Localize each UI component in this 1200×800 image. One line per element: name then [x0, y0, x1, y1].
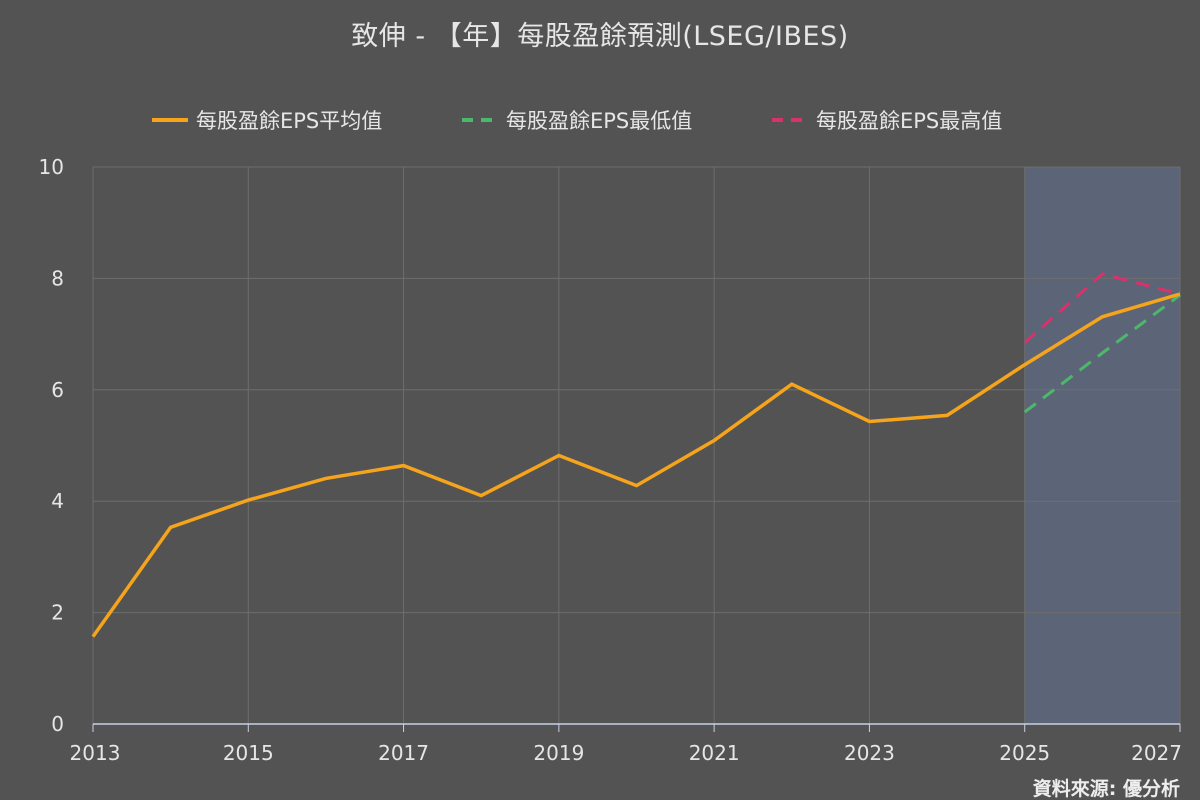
- y-tick-label: 2: [51, 601, 64, 625]
- data-point: [169, 526, 172, 529]
- y-tick-label: 8: [51, 266, 64, 290]
- data-point: [1023, 363, 1026, 366]
- data-point: [868, 420, 871, 423]
- data-point: [1101, 272, 1104, 275]
- x-tick-label: 2015: [223, 741, 274, 765]
- data-point: [1179, 292, 1182, 295]
- legend-item-min[interactable]: 每股盈餘EPS最低值: [462, 104, 692, 136]
- y-tick-label: 10: [39, 155, 64, 179]
- data-point: [92, 635, 95, 638]
- x-tick-label: 2013: [70, 741, 121, 765]
- data-point: [480, 494, 483, 497]
- x-tick-label: 2017: [378, 741, 429, 765]
- series-line-average: [91, 292, 1181, 638]
- legend-label-average: 每股盈餘EPS平均值: [196, 109, 383, 133]
- data-point: [1101, 315, 1104, 318]
- data-point: [1101, 352, 1104, 355]
- source-label: 資料來源: 優分析: [1032, 778, 1180, 800]
- y-tick-label: 0: [51, 712, 64, 736]
- x-tick-label: 2021: [689, 741, 740, 765]
- data-point: [402, 464, 405, 467]
- legend-item-max[interactable]: 每股盈餘EPS最高值: [772, 104, 1002, 136]
- series-line-min: [1023, 293, 1181, 414]
- y-tick-label: 4: [51, 489, 64, 513]
- data-point: [1023, 411, 1026, 414]
- legend-label-min: 每股盈餘EPS最低值: [506, 109, 693, 133]
- x-tick-label: 2023: [844, 741, 895, 765]
- legend-swatch-average: [152, 118, 188, 122]
- legend-swatch-max: [772, 118, 808, 122]
- data-point: [790, 383, 793, 386]
- x-tick-label: 2025: [999, 741, 1050, 765]
- x-tick-label: 2019: [533, 741, 584, 765]
- legend-swatch-min: [462, 118, 498, 122]
- data-point: [324, 477, 327, 480]
- legend-label-max: 每股盈餘EPS最高值: [816, 109, 1003, 133]
- forecast-region: [1024, 167, 1180, 724]
- series-line-max: [1023, 272, 1181, 344]
- x-tick-label: 2027: [1131, 741, 1182, 765]
- chart-title: 致伸 - 【年】每股盈餘預測(LSEG/IBES): [351, 21, 849, 52]
- data-point: [247, 499, 250, 502]
- data-point: [713, 439, 716, 442]
- data-point: [946, 414, 949, 417]
- data-point: [557, 454, 560, 457]
- chart-legend: 每股盈餘EPS平均值 每股盈餘EPS最低值 每股盈餘EPS最高值: [0, 104, 1200, 136]
- legend-item-average[interactable]: 每股盈餘EPS平均值: [152, 104, 382, 136]
- data-point: [1023, 341, 1026, 344]
- y-tick-label: 6: [51, 378, 64, 402]
- data-point: [635, 484, 638, 487]
